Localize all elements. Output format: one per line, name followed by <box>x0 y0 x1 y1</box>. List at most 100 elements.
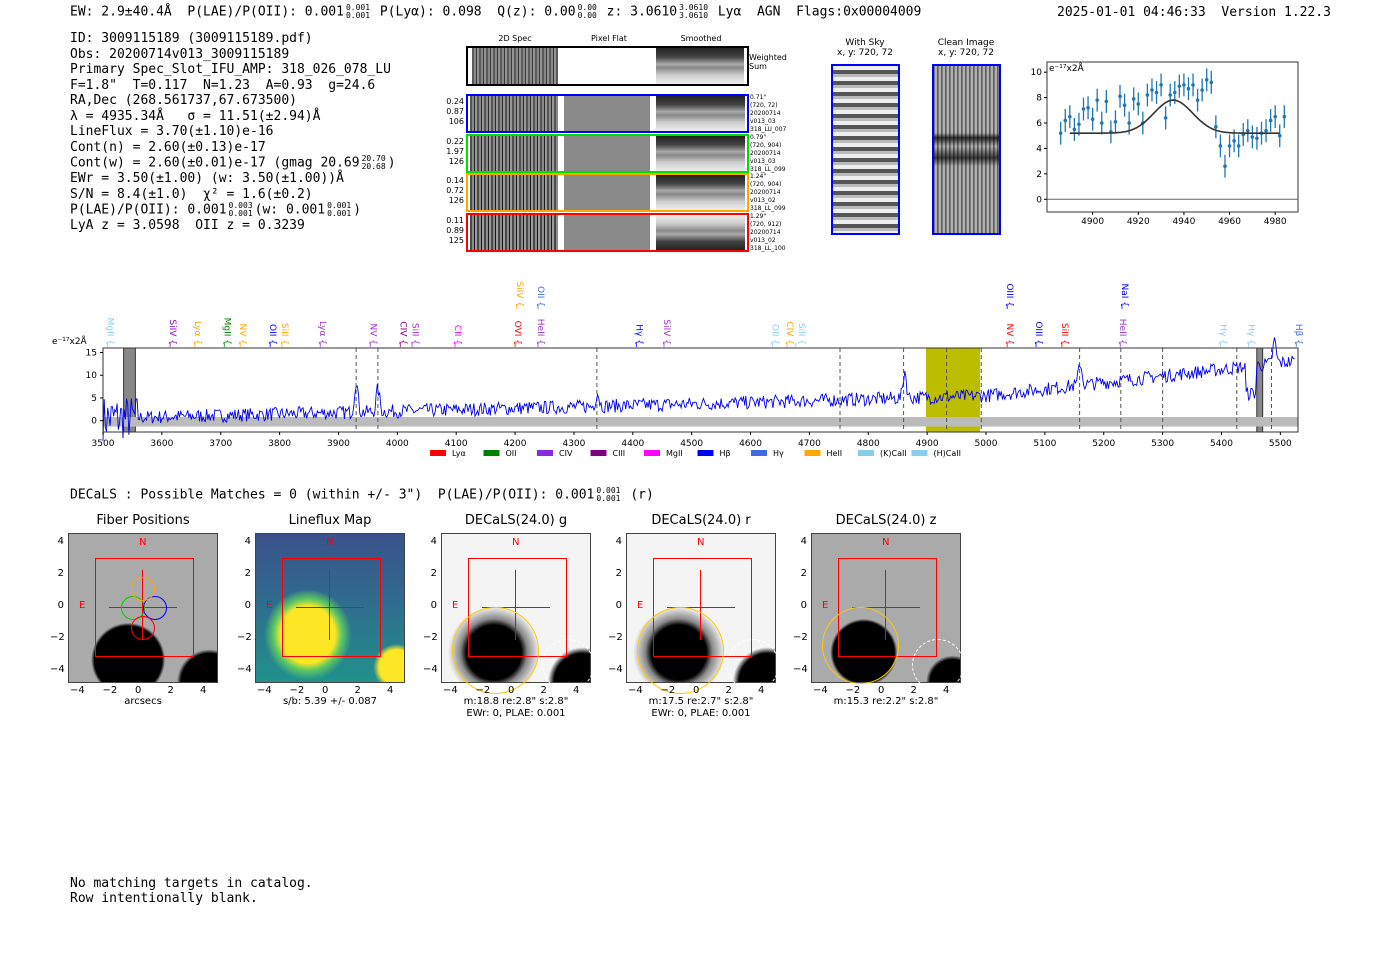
data-point <box>1223 164 1227 169</box>
info-primary: Primary Spec_Slot_IFU_AMP: 318_026_078_L… <box>70 62 391 77</box>
data-point <box>1191 83 1195 87</box>
data-point <box>1086 105 1090 110</box>
info-params: F=1.8" T=0.117 N=1.23 A=0.93 g=24.6 <box>70 77 376 93</box>
panel-caption: m:15.3 re:2.2" s:2.8" <box>791 696 981 708</box>
col-title-smoothed: Smoothed <box>680 34 722 43</box>
x-tick: −2 <box>102 685 118 696</box>
footer: No matching targets in catalog. Row inten… <box>70 876 313 906</box>
info-contn: Cont(n) = 2.60(±0.13)e-17 <box>70 139 266 155</box>
legend-swatch <box>697 450 714 456</box>
y-tick: 4 <box>57 536 64 547</box>
decals-text: DECaLS : Possible Matches = 0 (within +/… <box>70 487 595 503</box>
data-point <box>1104 99 1109 104</box>
north-label: N <box>882 537 890 548</box>
east-label: E <box>266 600 273 611</box>
x-tick-label: 3700 <box>209 439 232 449</box>
data-point <box>1145 93 1150 97</box>
neighbor-ellipse <box>912 639 964 691</box>
y-tick-label: 6 <box>1036 119 1042 129</box>
emission-line-label: OIII { <box>1033 321 1043 345</box>
cutout-row-info: 0.79" (720, 904) 20200714 v013_03 318_LL… <box>750 133 786 173</box>
north-label: N <box>512 537 520 548</box>
x-tick-label: 4500 <box>680 439 703 449</box>
legend-label: OII <box>506 449 517 458</box>
y-tick: 4 <box>244 536 251 547</box>
panel-caption: m:17.5 re:2.7" s:2.8" EWr: 0, PLAE: 0.001 <box>606 696 796 720</box>
x-tick: 0 <box>135 685 142 696</box>
data-point <box>1282 114 1287 119</box>
east-label: E <box>637 600 644 611</box>
x-tick-label: 5200 <box>1092 439 1115 449</box>
info-lineflux: LineFlux = 3.70(±1.10)e-16 <box>70 124 274 139</box>
y-tick: 4 <box>615 536 622 547</box>
x-tick-label: 4920 <box>1127 217 1150 227</box>
data-point <box>1255 136 1259 141</box>
qz-lo: 0.00 <box>577 11 597 20</box>
y-tick: −4 <box>50 664 65 675</box>
y-tick: 2 <box>244 568 251 579</box>
data-point <box>1277 133 1282 138</box>
emission-line-label: Hγ { <box>633 324 643 345</box>
emission-line-label: CIV { <box>397 321 407 345</box>
plae-end: ) <box>353 202 362 218</box>
timestamp-version: 2025-01-01 04:46:33 Version 1.22.3 <box>1057 5 1331 20</box>
crosshair-h <box>852 607 920 608</box>
x-tick-label: 3900 <box>327 439 350 449</box>
x-tick: 0 <box>322 685 329 696</box>
data-point <box>1204 77 1209 82</box>
neighbor-ellipse <box>727 639 779 691</box>
x-tick: 0 <box>878 685 885 696</box>
y-tick: −2 <box>608 632 623 643</box>
info-lambda: λ = 4935.34Å σ = 11.51(±2.94)Å <box>70 108 321 124</box>
x-tick-label: 5500 <box>1269 439 1292 449</box>
emission-line-label: SiIV { <box>661 319 671 345</box>
weighted-smoothed <box>656 48 744 84</box>
data-point <box>1099 121 1104 125</box>
y-tick: 0 <box>244 600 251 611</box>
aperture-box <box>282 558 381 657</box>
x-tick: −4 <box>257 685 272 696</box>
data-point <box>1182 83 1186 87</box>
x-tick-label: 4900 <box>916 439 939 449</box>
fiber-red <box>131 616 155 640</box>
crosshair-v <box>515 570 516 640</box>
clean-image-title: Clean Image x, y: 720, 72 <box>921 38 1011 58</box>
data-point <box>1172 90 1177 95</box>
x-tick: −4 <box>443 685 458 696</box>
legend-label: CIII <box>613 449 626 458</box>
cutout-row-info: 1.24" (720, 904) 20200714 v013_02 318_LL… <box>750 173 786 212</box>
emission-line-label: Hγ { <box>1246 324 1256 345</box>
caption-line1: s/b: 5.39 +/- 0.087 <box>282 696 378 707</box>
east-label: E <box>79 600 86 611</box>
data-point <box>1209 80 1214 85</box>
x-tick-label: 5100 <box>1033 439 1056 449</box>
legend-label: (K)CaII <box>880 449 907 458</box>
data-point <box>1058 131 1063 135</box>
info-obs: Obs: 20200714v013_3009115189 <box>70 46 290 62</box>
x-tick: 4 <box>758 685 765 696</box>
x-tick: 2 <box>167 685 174 696</box>
data-point <box>1095 98 1099 102</box>
panel-caption: arcsecs <box>48 696 238 708</box>
emission-line-label: Hγ { <box>1217 324 1227 345</box>
caption-line2: EWr: 0, PLAE: 0.001 <box>651 708 751 719</box>
data-point <box>1154 90 1159 95</box>
data-point <box>1273 114 1277 119</box>
x-tick-label: 4900 <box>1081 217 1104 227</box>
cutout-2dspec <box>470 96 558 131</box>
clean-image <box>932 64 1001 235</box>
emission-line-label: NV { <box>237 324 247 345</box>
contw-lo: 20.68 <box>361 162 386 171</box>
x-tick-label: 4980 <box>1264 217 1287 227</box>
emission-line-label: Lyα { <box>192 321 202 345</box>
data-point <box>1131 97 1136 101</box>
decals-z-image: N E <box>811 533 964 691</box>
data-point <box>1232 139 1236 143</box>
y-tick: 0 <box>57 600 64 611</box>
y-tick-label: 10 <box>1031 68 1043 78</box>
data-point <box>1227 144 1232 148</box>
with-sky-image <box>831 64 900 235</box>
y-tick: 2 <box>430 568 437 579</box>
qz: Q(z): 0.00 <box>497 4 576 20</box>
